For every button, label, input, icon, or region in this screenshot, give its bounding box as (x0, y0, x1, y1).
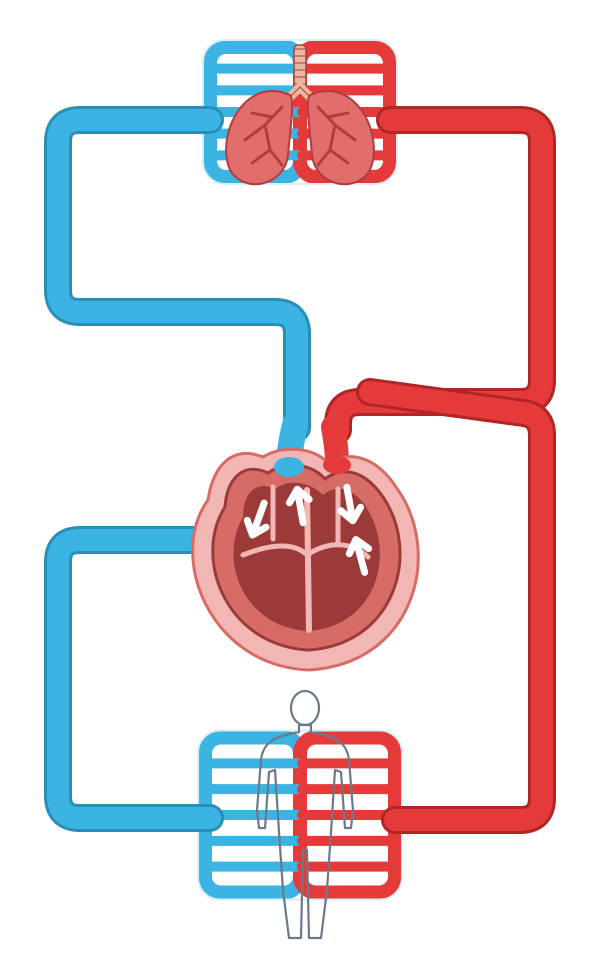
capillary-box-body (198, 731, 402, 900)
pipe-systemic-vein (58, 540, 210, 818)
heart-icon (193, 425, 419, 670)
